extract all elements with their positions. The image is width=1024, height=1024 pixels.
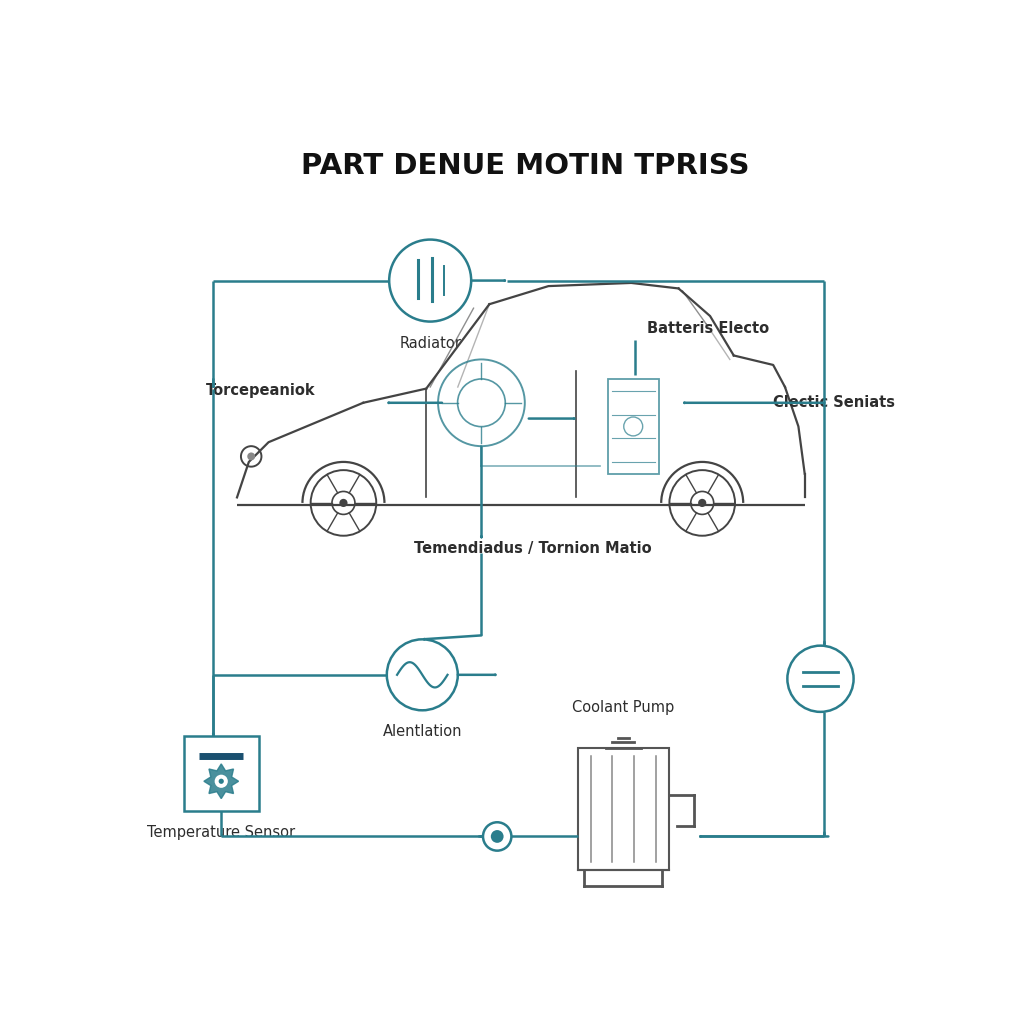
- Text: Batteris Electo: Batteris Electo: [647, 321, 769, 336]
- Circle shape: [490, 830, 504, 843]
- Text: Torcepeaniok: Torcepeaniok: [206, 383, 315, 398]
- Text: Temperature Sensor: Temperature Sensor: [147, 825, 295, 840]
- Text: Alentlation: Alentlation: [383, 725, 462, 739]
- Circle shape: [339, 499, 347, 507]
- Text: Clectic Seniats: Clectic Seniats: [773, 395, 895, 411]
- Text: Radiator: Radiator: [399, 336, 461, 351]
- Circle shape: [698, 499, 707, 507]
- Polygon shape: [204, 764, 239, 799]
- Text: Temendiadus / Tornion Matio: Temendiadus / Tornion Matio: [414, 541, 651, 556]
- Text: Coolant Pump: Coolant Pump: [572, 699, 675, 715]
- Circle shape: [215, 775, 227, 787]
- Circle shape: [247, 453, 255, 461]
- FancyBboxPatch shape: [183, 736, 259, 811]
- Text: PART DENUE MOTIN TPRISS: PART DENUE MOTIN TPRISS: [301, 153, 749, 180]
- Circle shape: [219, 778, 224, 783]
